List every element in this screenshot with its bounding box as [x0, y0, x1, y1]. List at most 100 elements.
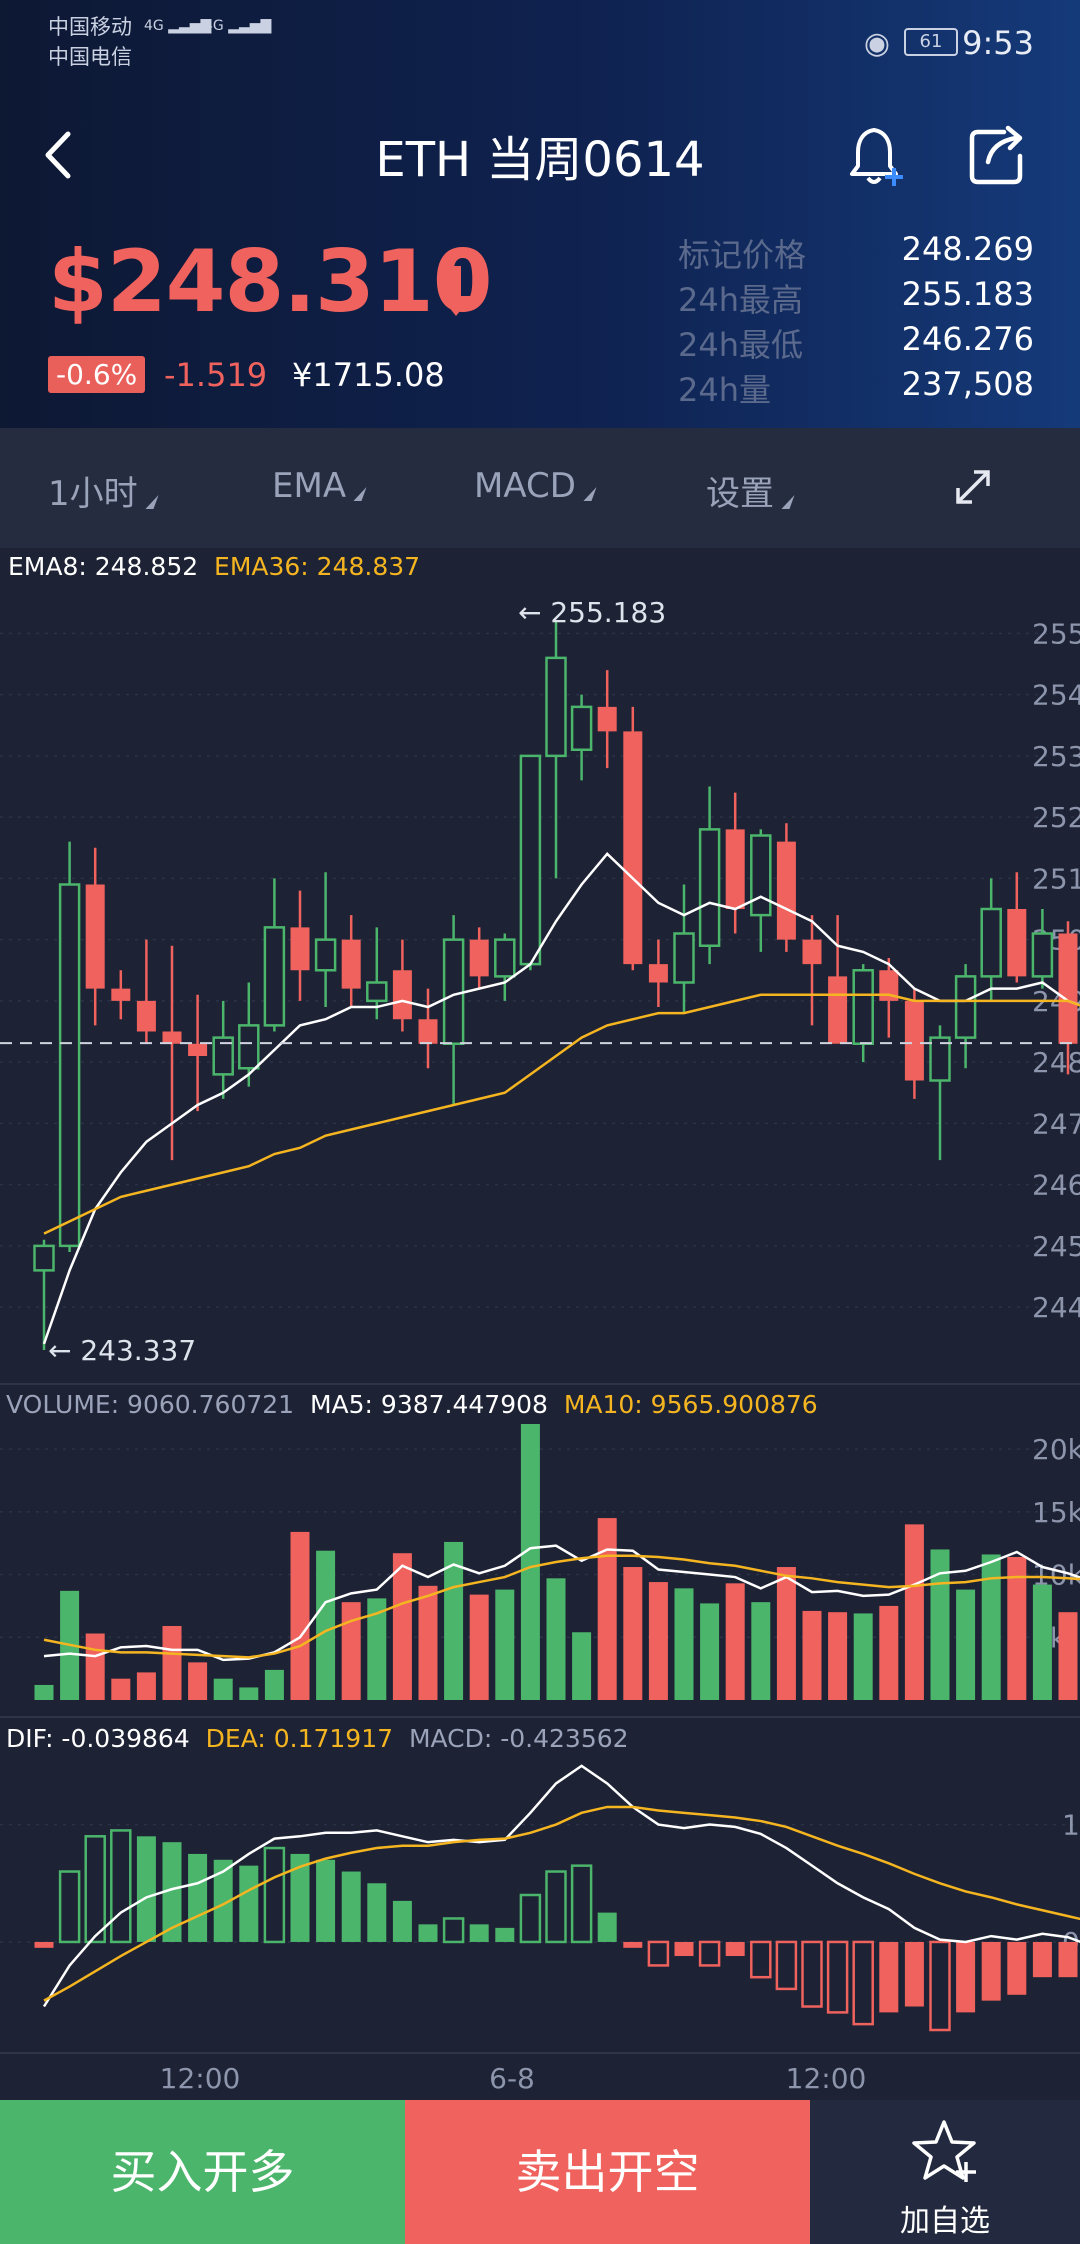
back-arrow-icon[interactable]: [38, 120, 84, 190]
macd-bar: [188, 1853, 208, 1942]
top-bar: ETH 当周0614: [0, 100, 1080, 210]
candle-body: [418, 1019, 438, 1044]
dif-legend: DIF: -0.039864: [6, 1724, 190, 1753]
macd-bar: [674, 1941, 694, 1957]
status-bar: 中国移动 中国电信 4G ▂▃▅▇ 4G ▂▃▅▇ ◉ 61 9:53: [0, 0, 1080, 86]
macd-bar: [597, 1912, 617, 1942]
macd-bar: [1007, 1941, 1027, 1995]
macd-bar: [826, 1940, 849, 2014]
ma10-line: [43, 1554, 1080, 1659]
interval-dropdown[interactable]: 1小时: [48, 466, 159, 515]
bell-plus-icon[interactable]: [848, 120, 908, 190]
stat-row: 24h量 237,508: [678, 365, 1034, 410]
buy-long-button[interactable]: 买入开多: [0, 2100, 405, 2244]
volume-bar: [520, 1424, 540, 1700]
macd-bar: [239, 1865, 259, 1942]
ma5-legend: MA5: 9387.447908: [309, 1390, 548, 1419]
volume-bar: [700, 1603, 720, 1700]
signal-1-icon: 4G ▂▃▅▇: [144, 18, 212, 34]
volume-bar: [956, 1589, 976, 1700]
sell-short-button[interactable]: 卖出开空: [405, 2100, 810, 2244]
stats-panel: 标记价格 248.269 24h最高 255.183 24h最低 246.276 24…: [678, 230, 1034, 410]
dea-line: [43, 1805, 1080, 2002]
ema-legend: EMA8: 248.852 EMA36: 248.837: [8, 552, 420, 581]
volume-bar: [290, 1531, 310, 1700]
ema8-legend: EMA8: 248.852: [8, 552, 199, 581]
macd-bar: [1058, 1941, 1078, 1978]
macd-bar: [341, 1871, 361, 1942]
macd-bar: [392, 1900, 412, 1942]
sub-indicator-dropdown[interactable]: MACD: [474, 466, 597, 506]
volume-bar: [546, 1578, 566, 1700]
ema36-legend: EMA36: 248.837: [214, 552, 421, 581]
candle-body: [673, 932, 695, 984]
signal-2-icon: 4G ▂▃▅▇: [204, 18, 272, 34]
dif-line: [42, 1764, 1080, 2008]
change-amount: -1.519: [164, 356, 268, 394]
macd-bar: [213, 1859, 233, 1942]
y-tick-label: 20k: [1032, 1433, 1080, 1466]
fullscreen-icon[interactable]: [950, 464, 996, 510]
candle-body: [188, 1043, 208, 1056]
volume-bar: [853, 1613, 873, 1700]
ema36-line: [43, 993, 1080, 1235]
pane-separator: [0, 2052, 1080, 2054]
volume-bar: [776, 1567, 796, 1700]
stat-row: 24h最低 246.276: [678, 320, 1034, 365]
candle-body: [828, 976, 848, 1044]
candle-body: [750, 834, 772, 917]
volume-legend: VOLUME: 9060.760721 MA5: 9387.447908 MA1…: [6, 1390, 818, 1419]
volume-bar: [418, 1585, 438, 1700]
macd-bar: [1032, 1941, 1052, 1978]
candle-body: [366, 981, 388, 1003]
eye-icon: ◉: [863, 26, 890, 61]
candle-body: [111, 988, 131, 1001]
candle-body: [570, 705, 593, 751]
candle-body: [1007, 909, 1027, 977]
stat-value: 255.183: [901, 275, 1034, 313]
candle-body: [776, 841, 796, 940]
macd-bar: [545, 1870, 567, 1944]
macd-bar: [879, 1941, 899, 2013]
carrier-info: 中国移动 中国电信: [48, 12, 132, 72]
x-tick-label: 12:00: [786, 2062, 867, 2095]
macd-bar: [750, 1940, 772, 1979]
stat-label: 24h量: [678, 371, 772, 409]
volume-bar: [85, 1633, 105, 1700]
stat-label: 24h最高: [678, 281, 804, 319]
macd-bar: [775, 1940, 798, 1991]
share-icon[interactable]: [964, 118, 1030, 188]
candle-body: [392, 970, 412, 1020]
macd-bar: [469, 1924, 489, 1942]
volume-bar: [34, 1684, 54, 1700]
y-tick-label: 1: [1062, 1809, 1080, 1842]
chart-canvas[interactable]: 255254253252251250249248247246245244← 25…: [0, 0, 1080, 2100]
macd-bar: [852, 1940, 874, 2026]
volume-bar: [648, 1582, 668, 1700]
macd-bar: [136, 1836, 156, 1942]
y-tick-label: 252: [1032, 801, 1080, 834]
x-tick-label: 12:00: [160, 2062, 241, 2095]
indicator-dropdown[interactable]: EMA: [272, 466, 367, 506]
candle-body: [802, 939, 822, 965]
volume-bar: [751, 1602, 771, 1700]
settings-dropdown[interactable]: 设置: [706, 466, 795, 515]
ma10-legend: MA10: 9565.900876: [563, 1390, 818, 1419]
y-tick-label: 246: [1032, 1169, 1080, 1202]
volume-value: VOLUME: 9060.760721: [6, 1390, 295, 1419]
macd-bar: [162, 1842, 182, 1942]
y-tick-label: 244: [1032, 1291, 1080, 1324]
add-favorite-label: 加自选: [900, 2204, 990, 2239]
candle-body: [1058, 933, 1078, 1044]
add-favorite-button[interactable]: 加自选: [810, 2100, 1080, 2244]
candle-body: [545, 656, 567, 758]
macd-bar: [367, 1883, 387, 1942]
candle-body: [980, 907, 1002, 978]
macd-bar: [647, 1940, 670, 1967]
macd-value: MACD: -0.423562: [408, 1724, 629, 1753]
volume-bar: [469, 1594, 489, 1700]
candle-body: [1031, 932, 1054, 978]
last-price: $248.310: [48, 232, 493, 332]
candle-body: [929, 1036, 951, 1082]
